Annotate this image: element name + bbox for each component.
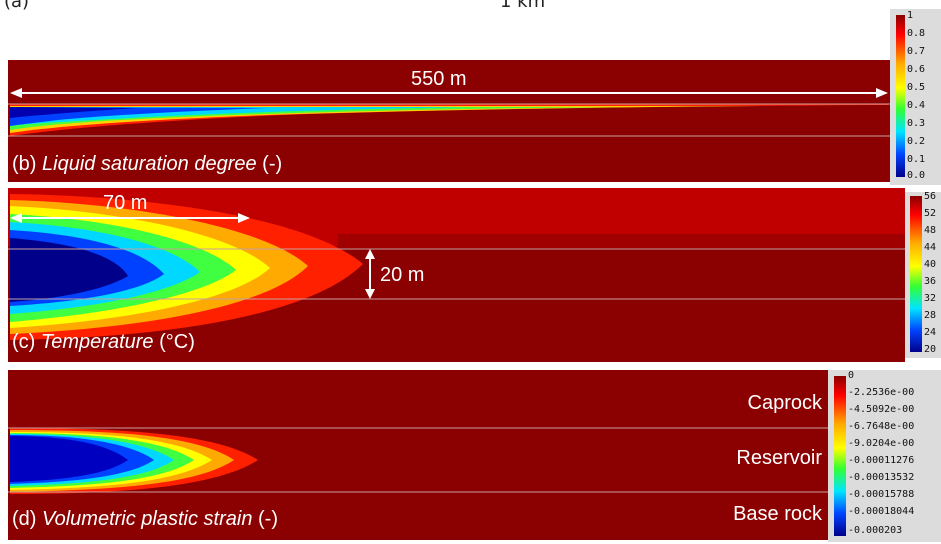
panel-a-label-fragment: (a) [4,0,30,12]
temperature-field [8,188,905,362]
colorbar-tick: 36 [924,276,937,287]
saturation-field [8,60,893,182]
plastic-strain-field [8,370,828,540]
colorbar-tick: -0.000203 [848,525,903,536]
colorbar-saturation-gradient [896,15,905,177]
colorbar-tick: 1 [907,10,914,21]
colorbar-tick: 52 [924,208,937,219]
panel-liquid-saturation: 550 m (b) Liquid saturation degree (-) [8,60,893,182]
layer-label-caprock: Caprock [747,392,822,414]
layer-label-base-rock: Base rock [733,503,822,525]
colorbar-tick: 0 [848,370,855,381]
panel-temperature: 70 m 20 m (c) Temperature (°C) [8,188,905,362]
colorbar-tick: 44 [924,242,937,253]
colorbar-tick: 0.5 [907,82,926,93]
colorbar-tick: 0.3 [907,118,926,129]
colorbar-tick: -0.00013532 [848,472,915,483]
panel-b-label: (b) Liquid saturation degree (-) [12,153,283,175]
colorbar-temperature: 56 52 48 44 40 36 32 28 24 20 [905,192,941,358]
dimension-label-550m: 550 m [411,68,467,90]
dimension-label-20m: 20 m [380,264,425,286]
colorbar-tick: 0.0 [907,170,926,181]
layer-label-reservoir: Reservoir [736,447,822,469]
dimension-label-70m: 70 m [103,192,148,214]
colorbar-tick: 48 [924,225,937,236]
colorbar-tick: 0.8 [907,28,926,39]
colorbar-tick: -0.00015788 [848,489,915,500]
colorbar-tick: 24 [924,327,937,338]
colorbar-tick: 20 [924,344,937,355]
colorbar-tick: 0.4 [907,100,926,111]
colorbar-tick: -0.00018044 [848,506,915,517]
scale-fragment: 1 km [500,0,546,12]
colorbar-plastic-strain-gradient [834,376,846,536]
panel-plastic-strain: Caprock Reservoir Base rock (d) Volumetr… [8,370,828,540]
colorbar-tick: -2.2536e-00 [848,387,915,398]
colorbar-tick: 0.2 [907,136,926,147]
colorbar-tick: 40 [924,259,937,270]
colorbar-temperature-gradient [910,196,922,352]
colorbar-tick: -4.5092e-00 [848,404,915,415]
colorbar-tick: 56 [924,191,937,202]
colorbar-tick: 32 [924,293,937,304]
colorbar-plastic-strain: 0 -2.2536e-00 -4.5092e-00 -6.7648e-00 -9… [828,370,941,542]
colorbar-tick: -0.00011276 [848,455,915,466]
colorbar-tick: -6.7648e-00 [848,421,915,432]
colorbar-saturation: 1 0.8 0.7 0.6 0.5 0.4 0.3 0.2 0.1 0.0 [890,9,941,185]
colorbar-tick: 0.6 [907,64,926,75]
panel-d-label: (d) Volumetric plastic strain (-) [12,508,278,530]
panel-c-label: (c) Temperature (°C) [12,331,195,353]
colorbar-tick: 28 [924,310,937,321]
colorbar-tick: 0.7 [907,46,926,57]
colorbar-tick: 0.1 [907,154,926,165]
colorbar-tick: -9.0204e-00 [848,438,915,449]
